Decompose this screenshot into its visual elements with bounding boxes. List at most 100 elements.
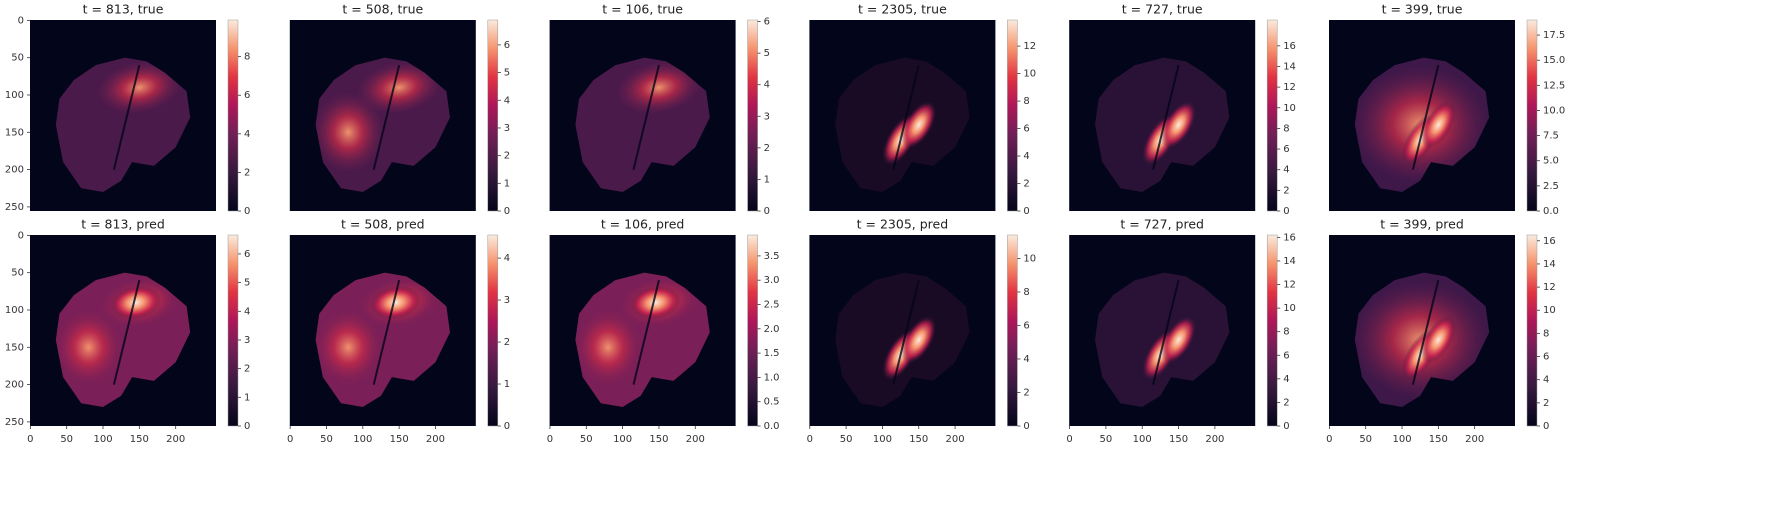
colorbar-tick-label: 2.0 xyxy=(764,324,780,335)
colorbar-tick-label: 8 xyxy=(1283,123,1289,134)
y-tick-label: 250 xyxy=(5,202,24,213)
colorbar xyxy=(227,234,239,427)
hotspot xyxy=(1161,101,1196,149)
hotspots xyxy=(882,64,937,170)
colorbar-tick-label: 14 xyxy=(1283,256,1296,267)
colorbar-tick-label: 16 xyxy=(1283,41,1296,52)
x-tick-label: 0 xyxy=(547,434,553,445)
colorbar-tick-label: 0 xyxy=(504,421,510,432)
y-tick-label: 50 xyxy=(11,53,24,64)
colorbar-tick-label: 2 xyxy=(1543,398,1549,409)
y-tick-label: 0 xyxy=(18,230,24,241)
hotspots xyxy=(315,60,443,174)
colorbar-tick-label: 2 xyxy=(1283,185,1289,196)
colorbar-tick-label: 1 xyxy=(504,379,510,390)
colorbar-tick-label: 0.5 xyxy=(764,397,780,408)
colorbar-tick-label: 10.0 xyxy=(1543,105,1565,116)
colorbar-tick-label: 0 xyxy=(764,206,770,217)
colorbar-tick-label: 2.5 xyxy=(1543,181,1559,192)
colorbar xyxy=(1526,234,1538,427)
panel: t = 106, pred 0 50 100 150 200 0.0 0.5 1.0 1.5 2.0… xyxy=(547,217,780,446)
colorbar-tick-label: 6 xyxy=(1283,144,1289,155)
panel-title: t = 2305, true xyxy=(858,2,947,17)
x-tick-label: 200 xyxy=(1205,434,1224,445)
hotspots xyxy=(575,275,703,389)
colorbar xyxy=(1007,234,1018,427)
colorbar-tick-label: 2 xyxy=(244,167,250,178)
vein xyxy=(112,64,141,170)
colorbar-tick-label: 4 xyxy=(1543,375,1549,386)
hotspot xyxy=(355,60,443,115)
colorbar-tick-label: 12 xyxy=(1283,82,1296,93)
x-tick-label: 0 xyxy=(1066,434,1072,445)
colorbar xyxy=(747,234,758,427)
colorbar xyxy=(1266,19,1278,212)
panel: t = 399, pred 0 50 100 150 200 0 2 4 6 8 10 12 14 16 xyxy=(1326,217,1556,446)
colorbar-tick-label: 0 xyxy=(1283,421,1289,432)
panel: t = 508, true 0 1 2 3 4 5 6 xyxy=(289,2,510,217)
x-tick-label: 150 xyxy=(909,434,928,445)
colorbar xyxy=(1266,234,1278,427)
panel: t = 727, pred 0 50 100 150 200 0 2 4 6 8 10 12 14 16 xyxy=(1066,217,1296,446)
colorbar-tick-label: 6 xyxy=(244,90,250,101)
x-tick-label: 50 xyxy=(840,434,853,445)
hotspot xyxy=(1161,316,1196,364)
hotspot xyxy=(96,60,183,115)
colorbar-tick-label: 1 xyxy=(244,392,250,403)
x-tick-label: 50 xyxy=(1359,434,1372,445)
x-tick-label: 100 xyxy=(613,434,632,445)
hotspot xyxy=(575,306,645,389)
hotspots xyxy=(55,275,183,389)
colorbar-tick-label: 2 xyxy=(1023,179,1029,190)
colorbar-tick-label: 0.0 xyxy=(764,421,780,432)
colorbar-tick-label: 1 xyxy=(764,174,770,185)
hotspot xyxy=(110,285,161,320)
hotspots xyxy=(1354,279,1490,400)
colorbar-tick-label: 4 xyxy=(504,253,510,264)
colorbar-tick-label: 2 xyxy=(504,151,510,162)
panel-title: t = 106, pred xyxy=(601,217,685,232)
colorbar-tick-label: 10 xyxy=(1023,253,1036,264)
colorbar-tick-label: 15.0 xyxy=(1543,55,1565,66)
colorbar-tick-label: 3 xyxy=(244,335,250,346)
y-tick-label: 200 xyxy=(5,165,24,176)
colorbar-tick-label: 2 xyxy=(244,364,250,375)
colorbar-tick-label: 6 xyxy=(1023,124,1029,135)
x-tick-label: 200 xyxy=(946,434,965,445)
hotspots xyxy=(315,275,443,389)
y-tick-label: 200 xyxy=(5,380,24,391)
x-tick-label: 150 xyxy=(1429,434,1448,445)
colorbar-tick-label: 3 xyxy=(764,111,770,122)
hotspot xyxy=(55,306,125,389)
panel-title: t = 2305, pred xyxy=(857,217,949,232)
colorbar xyxy=(487,19,499,212)
colorbar-tick-label: 2 xyxy=(764,143,770,154)
vein xyxy=(372,64,401,170)
vein xyxy=(892,279,920,385)
x-tick-label: 50 xyxy=(60,434,73,445)
panel: t = 813, true 0 50 100 150 200 250 0 2 4 6 8 xyxy=(5,2,250,218)
colorbar-tick-label: 10 xyxy=(1023,69,1036,80)
panel: t = 2305, true 0 2 4 6 8 10 12 xyxy=(809,2,1036,217)
y-tick-label: 150 xyxy=(5,127,24,138)
colorbar-tick-label: 17.5 xyxy=(1543,30,1565,41)
x-tick-label: 150 xyxy=(1169,434,1188,445)
hotspot xyxy=(901,316,937,364)
hotspot xyxy=(315,306,385,389)
colorbar-tick-label: 5 xyxy=(764,48,770,59)
colorbar-tick-label: 1.5 xyxy=(764,348,780,359)
hotspots xyxy=(1354,64,1490,185)
colorbar-tick-label: 5.0 xyxy=(1543,156,1559,167)
x-tick-label: 100 xyxy=(353,434,372,445)
colorbar-tick-label: 0 xyxy=(1023,206,1029,217)
vein xyxy=(632,64,660,170)
panel-title: t = 508, true xyxy=(342,2,423,17)
x-tick-label: 0 xyxy=(287,434,293,445)
vein xyxy=(892,64,920,170)
colorbar-tick-label: 6 xyxy=(1543,352,1549,363)
colorbar-tick-label: 8 xyxy=(1023,96,1029,107)
colorbar-tick-label: 4 xyxy=(764,80,770,91)
panel: t = 399, true 0.0 2.5 5.0 7.5 10.0 12.5 15.0 17.… xyxy=(1329,2,1565,217)
